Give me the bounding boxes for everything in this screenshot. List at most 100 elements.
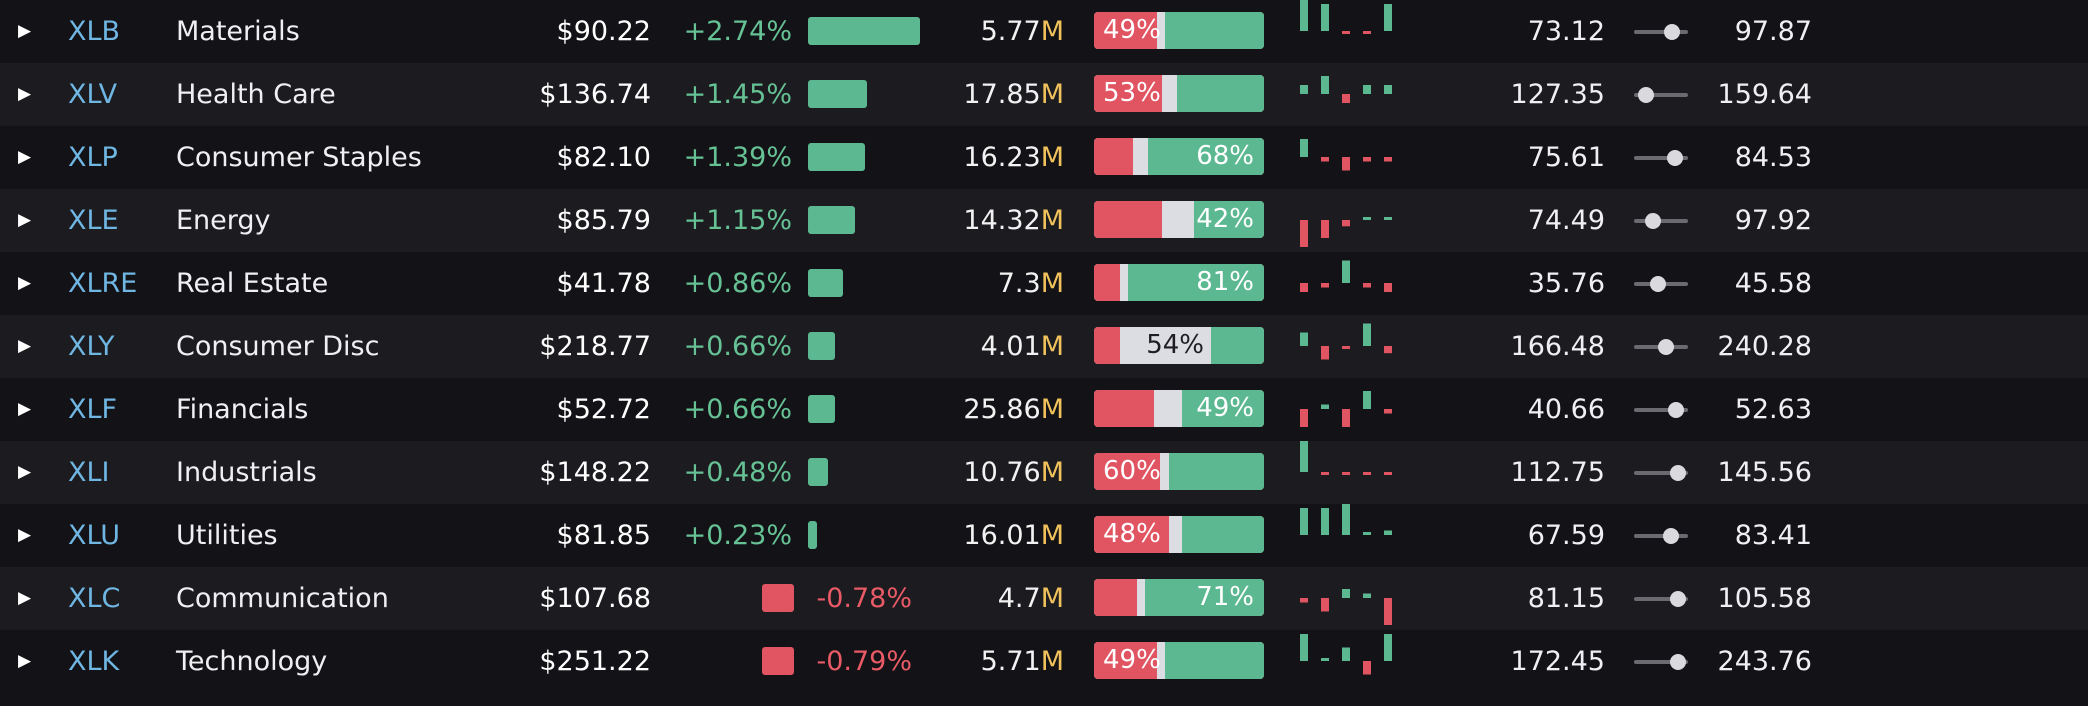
table-row[interactable]: ▶ XLRE Real Estate $41.78 +0.86% 7.3M 81% 35.76…	[0, 252, 2088, 315]
range-high: 97.87	[1734, 16, 1812, 47]
change-bar	[808, 17, 920, 45]
sector-name: Communication	[176, 583, 389, 614]
expand-caret-icon[interactable]: ▶	[18, 588, 32, 608]
symbol[interactable]: XLB	[68, 16, 121, 47]
volume-value: 17.85	[963, 79, 1041, 110]
ratio-sell-segment	[1094, 516, 1169, 553]
volume: 5.71M	[981, 630, 1064, 693]
expand-caret-icon[interactable]: ▶	[18, 399, 32, 419]
symbol[interactable]: XLU	[68, 520, 120, 551]
expand-caret-icon[interactable]: ▶	[18, 273, 32, 293]
volume-value: 7.3	[997, 268, 1041, 299]
change-bar	[762, 584, 794, 612]
range-marker	[1668, 402, 1685, 418]
table-row[interactable]: ▶ XLU Utilities $81.85 +0.23% 16.01M 48% 67.59 8…	[0, 504, 2088, 567]
ratio-percent: 81%	[1196, 267, 1254, 297]
table-row[interactable]: ▶ XLV Health Care $136.74 +1.45% 17.85M 53% 127…	[0, 63, 2088, 126]
spark-bar	[1363, 157, 1371, 162]
symbol[interactable]: XLP	[68, 142, 118, 173]
table-row[interactable]: ▶ XLI Industrials $148.22 +0.48% 10.76M 60% 112…	[0, 441, 2088, 504]
change-percent: +1.39%	[683, 142, 792, 173]
range-track	[1634, 591, 1688, 607]
symbol[interactable]: XLY	[68, 331, 115, 362]
range-low: 75.61	[1527, 142, 1605, 173]
range-high: 145.56	[1717, 457, 1812, 488]
symbol[interactable]: XLE	[68, 205, 119, 236]
expand-caret-icon[interactable]: ▶	[18, 147, 32, 167]
ratio-percent: 54%	[1146, 330, 1204, 360]
range-track	[1634, 24, 1688, 40]
volume-unit: M	[1040, 394, 1064, 425]
volume: 5.77M	[981, 0, 1064, 63]
expand-caret-icon[interactable]: ▶	[18, 651, 32, 671]
sparkline	[1300, 323, 1392, 360]
volume-value: 10.76	[963, 457, 1041, 488]
symbol[interactable]: XLF	[68, 394, 118, 425]
ratio-sell-segment	[1094, 264, 1120, 301]
change-bar	[808, 269, 844, 297]
spark-bar	[1321, 346, 1329, 360]
volume-unit: M	[1040, 142, 1064, 173]
ratio-buy-segment	[1128, 264, 1264, 301]
buy-sell-ratio-bar: 48%	[1094, 516, 1264, 553]
expand-caret-icon[interactable]: ▶	[18, 21, 32, 41]
symbol[interactable]: XLI	[68, 457, 110, 488]
expand-caret-icon[interactable]: ▶	[18, 462, 32, 482]
ratio-buy-segment	[1165, 642, 1264, 679]
change-percent: +0.86%	[683, 268, 792, 299]
table-row[interactable]: ▶ XLP Consumer Staples $82.10 +1.39% 16.23M 68…	[0, 126, 2088, 189]
volume-unit: M	[1040, 457, 1064, 488]
change-bar	[761, 647, 794, 675]
table-row[interactable]: ▶ XLF Financials $52.72 +0.66% 25.86M 49% 40.66…	[0, 378, 2088, 441]
expand-caret-icon[interactable]: ▶	[18, 84, 32, 104]
sparkline	[1300, 589, 1392, 625]
table-row[interactable]: ▶ XLC Communication $107.68 -0.78% 4.7M 71% 81.…	[0, 567, 2088, 630]
expand-caret-icon[interactable]: ▶	[18, 525, 32, 545]
range-marker	[1670, 654, 1687, 670]
buy-sell-ratio-bar: 68%	[1094, 138, 1264, 175]
table-row[interactable]: ▶ XLB Materials $90.22 +2.74% 5.77M 49% 73.12 97…	[0, 0, 2088, 63]
range-high: 84.53	[1734, 142, 1812, 173]
volume-unit: M	[1040, 583, 1064, 614]
spark-bar	[1342, 31, 1350, 34]
ratio-percent: 60%	[1103, 456, 1161, 486]
spark-bar	[1384, 217, 1392, 220]
spark-bar	[1342, 260, 1350, 283]
range-low: 74.49	[1527, 205, 1605, 236]
expand-caret-icon[interactable]: ▶	[18, 336, 32, 356]
ratio-percent: 49%	[1103, 15, 1161, 45]
ratio-percent: 53%	[1103, 78, 1161, 108]
spark-bar	[1342, 157, 1350, 171]
spark-bar	[1363, 532, 1371, 535]
symbol[interactable]: XLK	[68, 646, 120, 677]
sector-name: Technology	[176, 646, 328, 677]
ratio-percent: 42%	[1196, 204, 1254, 234]
sparkline	[1300, 76, 1392, 103]
ratio-sell-segment	[1094, 327, 1120, 364]
table-row[interactable]: ▶ XLK Technology $251.22 -0.79% 5.71M 49% 172.4…	[0, 630, 2088, 693]
symbol[interactable]: XLRE	[68, 268, 138, 299]
volume-value: 14.32	[963, 205, 1041, 236]
price: $81.85	[556, 520, 651, 551]
symbol[interactable]: XLC	[68, 583, 121, 614]
price: $82.10	[556, 142, 651, 173]
volume: 16.01M	[963, 504, 1064, 567]
range-track	[1634, 402, 1688, 418]
spark-bar	[1342, 409, 1350, 427]
price: $90.22	[556, 16, 651, 47]
table-row[interactable]: ▶ XLY Consumer Disc $218.77 +0.66% 4.01M 54% 16…	[0, 315, 2088, 378]
expand-caret-icon[interactable]: ▶	[18, 210, 32, 230]
volume-value: 16.01	[963, 520, 1041, 551]
sparkline	[1300, 139, 1392, 171]
volume: 4.01M	[981, 315, 1064, 378]
spark-bar	[1321, 76, 1329, 94]
table-row[interactable]: ▶ XLE Energy $85.79 +1.15% 14.32M 42% 74.49 97.9…	[0, 189, 2088, 252]
ratio-buy-segment	[1177, 75, 1264, 112]
spark-bar	[1321, 220, 1329, 238]
sector-name: Real Estate	[176, 268, 329, 299]
price: $218.77	[539, 331, 651, 362]
spark-bar	[1384, 157, 1392, 162]
symbol[interactable]: XLV	[68, 79, 118, 110]
ratio-percent: 68%	[1196, 141, 1254, 171]
spark-bar	[1342, 220, 1350, 227]
